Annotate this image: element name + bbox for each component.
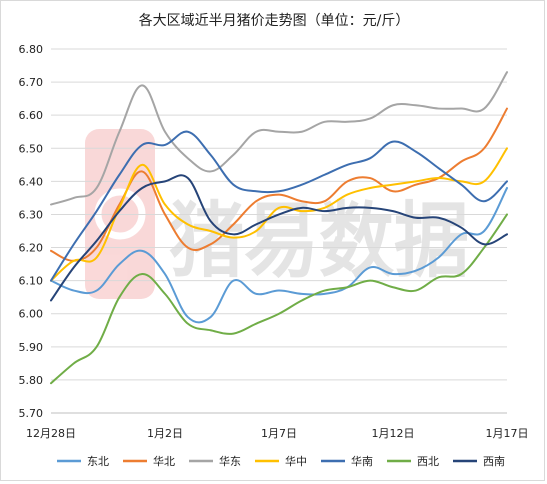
- y-tick-label: 6.80: [19, 43, 44, 56]
- y-tick-label: 5.80: [19, 374, 44, 387]
- legend-item: 西北: [387, 455, 439, 468]
- x-tick-label: 1月17日: [486, 427, 529, 440]
- legend-label: 华北: [153, 454, 175, 468]
- legend-label: 西北: [417, 455, 439, 468]
- legend-label: 华中: [285, 454, 307, 468]
- y-tick-label: 6.00: [19, 308, 44, 321]
- x-tick-label: 1月7日: [261, 427, 297, 440]
- y-tick-label: 6.10: [19, 275, 44, 288]
- legend-item: 西南: [453, 455, 505, 468]
- y-tick-label: 6.40: [19, 175, 44, 188]
- y-axis: 6.80 6.70 6.60 6.50 6.40 6.30 6.20 6.10 6.00 5.90…: [19, 43, 44, 420]
- x-axis: 12月28日 1月2日 1月7日 1月12日 1月17日: [26, 413, 529, 440]
- y-tick-label: 6.30: [19, 208, 44, 221]
- legend-item: 华东: [189, 454, 241, 468]
- legend-item: 东北: [57, 455, 109, 468]
- x-tick-label: 12月28日: [26, 427, 76, 440]
- x-tick-label: 1月12日: [372, 427, 415, 440]
- y-tick-label: 6.60: [19, 109, 44, 122]
- y-tick-label: 5.90: [19, 341, 44, 354]
- legend-label: 华东: [219, 454, 241, 468]
- legend: 东北 华北 华东 华中 华南 西北 西南: [57, 454, 505, 468]
- legend-item: 华中: [255, 454, 307, 468]
- legend-label: 东北: [87, 455, 109, 468]
- y-tick-label: 6.70: [19, 76, 44, 89]
- y-tick-label: 5.70: [19, 407, 44, 420]
- legend-label: 西南: [483, 455, 505, 468]
- legend-label: 华南: [351, 454, 373, 468]
- x-tick-label: 1月2日: [147, 427, 183, 440]
- y-tick-label: 6.20: [19, 242, 44, 255]
- chart-title: 各大区域近半月猪价走势图（单位：元/斤）: [139, 13, 410, 29]
- y-tick-label: 6.50: [19, 142, 44, 155]
- legend-item: 华北: [123, 454, 175, 468]
- legend-item: 华南: [321, 454, 373, 468]
